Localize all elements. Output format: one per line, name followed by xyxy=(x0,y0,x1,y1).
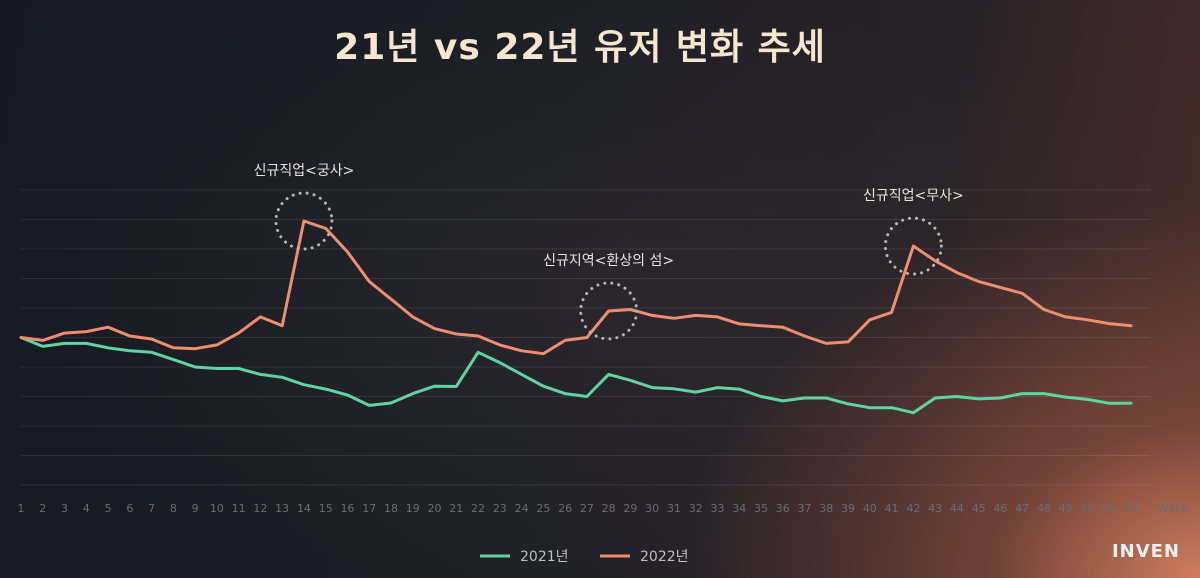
x-tick-label: 50 xyxy=(1080,502,1094,515)
x-tick-label: 13 xyxy=(275,502,289,515)
x-tick-label: 29 xyxy=(623,502,637,515)
x-tick-label: 19 xyxy=(406,502,420,515)
x-tick-label: 11 xyxy=(232,502,246,515)
x-tick-label: 49 xyxy=(1059,502,1073,515)
x-tick-label: 7 xyxy=(148,502,155,515)
legend-label-2: 2022년 xyxy=(640,549,689,565)
x-tick-label: 15 xyxy=(319,502,333,515)
x-tick-label: 25 xyxy=(536,502,550,515)
x-tick-label: 40 xyxy=(863,502,877,515)
x-tick-label: 38 xyxy=(819,502,833,515)
annotations: 신규직업<궁사> 신규지역<환상의 섬> 신규직업<무사> xyxy=(254,163,964,341)
annotation-label: 신규지역<환상의 섬> xyxy=(543,253,674,269)
x-axis-unit-label: Week xyxy=(1158,502,1189,515)
x-tick-label: 3 xyxy=(61,502,68,515)
x-tick-label: 8 xyxy=(170,502,177,515)
x-tick-label: 10 xyxy=(210,502,224,515)
x-tick-label: 35 xyxy=(754,502,768,515)
inven-logo: INVEN xyxy=(1111,541,1180,562)
x-tick-label: 39 xyxy=(841,502,855,515)
x-tick-label: 9 xyxy=(192,502,199,515)
x-tick-label: 41 xyxy=(885,502,899,515)
x-tick-label: 34 xyxy=(732,502,746,515)
x-tick-label: 24 xyxy=(515,502,529,515)
annotation-circle xyxy=(579,281,639,341)
legend-label-1: 2021년 xyxy=(520,549,569,565)
series-lines xyxy=(19,219,1133,415)
annotation-circle xyxy=(883,216,943,276)
x-tick-label: 1 xyxy=(18,502,25,515)
x-tick-label: 33 xyxy=(710,502,724,515)
x-tick-label: 21 xyxy=(449,502,463,515)
annotation-label: 신규직업<무사> xyxy=(863,188,964,204)
annotation-circle xyxy=(274,191,334,251)
x-tick-label: 28 xyxy=(602,502,616,515)
x-tick-labels: 1 2 3 4 5 6 7 8 9 10 11 12 13 14 15 16 17 18 19 20 21 22 23 24 2… xyxy=(18,502,1189,515)
x-tick-label: 45 xyxy=(972,502,986,515)
series-line-1 xyxy=(19,336,1133,415)
annotation-label: 신규직업<궁사> xyxy=(254,163,355,179)
x-tick-label: 2 xyxy=(39,502,46,515)
x-tick-label: 46 xyxy=(993,502,1007,515)
x-tick-label: 37 xyxy=(798,502,812,515)
x-tick-label: 36 xyxy=(776,502,790,515)
x-tick-label: 43 xyxy=(928,502,942,515)
x-tick-label: 20 xyxy=(428,502,442,515)
x-tick-label: 6 xyxy=(126,502,133,515)
x-tick-label: 31 xyxy=(667,502,681,515)
x-tick-label: 23 xyxy=(493,502,507,515)
x-tick-label: 42 xyxy=(906,502,920,515)
series-line-2 xyxy=(19,219,1133,356)
x-tick-label: 5 xyxy=(105,502,112,515)
x-tick-label: 16 xyxy=(340,502,354,515)
x-tick-label: 26 xyxy=(558,502,572,515)
x-tick-label: 32 xyxy=(689,502,703,515)
x-tick-label: 18 xyxy=(384,502,398,515)
x-tick-label: 12 xyxy=(253,502,267,515)
x-tick-label: 51 xyxy=(1102,502,1116,515)
x-tick-label: 30 xyxy=(645,502,659,515)
x-tick-label: 52 xyxy=(1124,502,1138,515)
x-tick-label: 48 xyxy=(1037,502,1051,515)
legend: 2021년 2022년 xyxy=(480,549,689,565)
x-tick-label: 4 xyxy=(83,502,90,515)
x-tick-label: 47 xyxy=(1015,502,1029,515)
chart-title: 21년 vs 22년 유저 변화 추세 xyxy=(334,27,826,68)
x-tick-label: 22 xyxy=(471,502,485,515)
x-tick-label: 27 xyxy=(580,502,594,515)
x-tick-label: 44 xyxy=(950,502,964,515)
x-tick-label: 14 xyxy=(297,502,311,515)
x-tick-label: 17 xyxy=(362,502,376,515)
